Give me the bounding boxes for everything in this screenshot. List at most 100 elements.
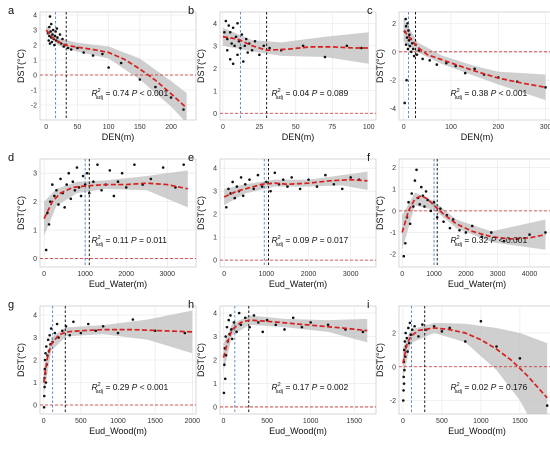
y-tick-label: -1 [31,88,37,95]
data-point [257,321,260,324]
panel-marks [399,306,550,414]
confidence-band [402,192,546,250]
panel-letter: d [8,152,14,164]
x-tick-label: 0 [401,418,405,425]
data-point [448,326,452,330]
data-point [43,385,46,389]
panel-d: 0 1000 2000 3000 0 1 2 3 Eud_Water(m) DST(°C) d R2 a… [8,152,197,289]
data-point [256,173,260,177]
y-tick-label: 2 [392,21,396,28]
data-point [309,321,312,324]
data-point [72,320,75,324]
data-point [408,222,412,226]
data-point [250,48,254,52]
y-tick-label: 0 [33,403,37,410]
data-point [404,24,408,28]
panel-h: 0 500 1000 1500 0 1 2 3 4 Eud_Wood(m) DST(°C) h R2 ad… [188,299,377,436]
data-point [44,248,48,252]
data-point [101,52,104,56]
data-point [234,35,238,39]
stat-annotation: R2 adj = 0.09 P = 0.017 [271,235,348,248]
data-point [239,176,243,179]
data-point [236,53,239,57]
data-point [229,314,232,317]
data-point [149,177,153,181]
data-point [423,205,426,208]
data-point [244,37,248,41]
data-point [169,96,173,99]
x-tick-label: 1000 [426,271,442,278]
data-point [55,27,59,30]
y-tick-label: 3 [33,28,37,35]
y-tick-label: 3 [33,335,37,342]
data-point [421,323,424,326]
data-point [54,30,57,33]
data-point [124,186,128,189]
fit-curve [42,328,193,383]
x-tick-label: 2000 [301,271,317,278]
data-point [79,194,83,198]
x-tick-label: 50 [292,124,300,131]
data-point [258,53,261,57]
data-point [248,325,251,329]
data-point [107,66,110,69]
y-tick-label: 0 [33,73,37,80]
x-tick-label: 500 [261,418,273,425]
x-tick-label: 1500 [512,418,528,425]
data-point [243,44,247,48]
data-point [69,48,73,51]
data-point [301,44,305,48]
panel-c: 0 100 200 300 -4 -2 0 2 DEN(m) DST(°C) c R2 adj = 0.… [367,5,550,142]
data-point [45,345,48,348]
data-point [281,178,285,181]
stat-annotation: R2 adj = 0.38 P < 0.001 [450,88,527,101]
data-point [463,71,467,75]
data-point [230,42,233,45]
data-point [412,205,415,208]
data-point [290,176,293,179]
data-point [410,328,414,331]
data-point [408,321,412,325]
data-point [409,333,413,336]
data-point [227,318,231,322]
y-tick-label: -2 [31,103,37,110]
y-tick-label: 2 [213,358,217,365]
data-point [262,44,266,48]
confidence-band [402,322,548,414]
data-point [404,331,407,335]
data-point [406,350,409,353]
x-tick-label: 150 [134,124,146,131]
y-axis-title: DST(°C) [16,196,26,230]
data-point [161,166,165,169]
x-tick-label: 100 [363,124,375,131]
data-point [64,324,68,328]
y-tick-label: 4 [33,13,37,20]
y-tick-label: 2 [33,358,37,365]
data-point [91,54,95,57]
x-axis-title: Eud_Water(m) [89,279,147,289]
data-point [71,180,75,184]
data-point [48,15,52,18]
y-tick-label: 1 [213,381,217,388]
data-point [116,331,120,335]
confidence-band [222,27,369,64]
data-point [413,324,416,328]
data-point [49,30,52,33]
y-tick-label: -2 [390,252,396,259]
y-tick-label: -2 [390,78,396,85]
data-point [94,329,98,333]
x-tick-label: 200 [492,124,504,131]
data-point [435,216,439,219]
data-point [81,174,85,178]
data-point [43,394,46,398]
data-point [51,183,54,186]
y-tick-label: 3 [33,171,37,178]
y-axis-title: DST(°C) [196,343,206,377]
data-point [239,46,242,50]
data-point [268,46,271,50]
y-tick-label: -1 [390,230,396,237]
data-point [231,26,235,30]
data-point [479,319,483,323]
data-point [49,22,53,26]
